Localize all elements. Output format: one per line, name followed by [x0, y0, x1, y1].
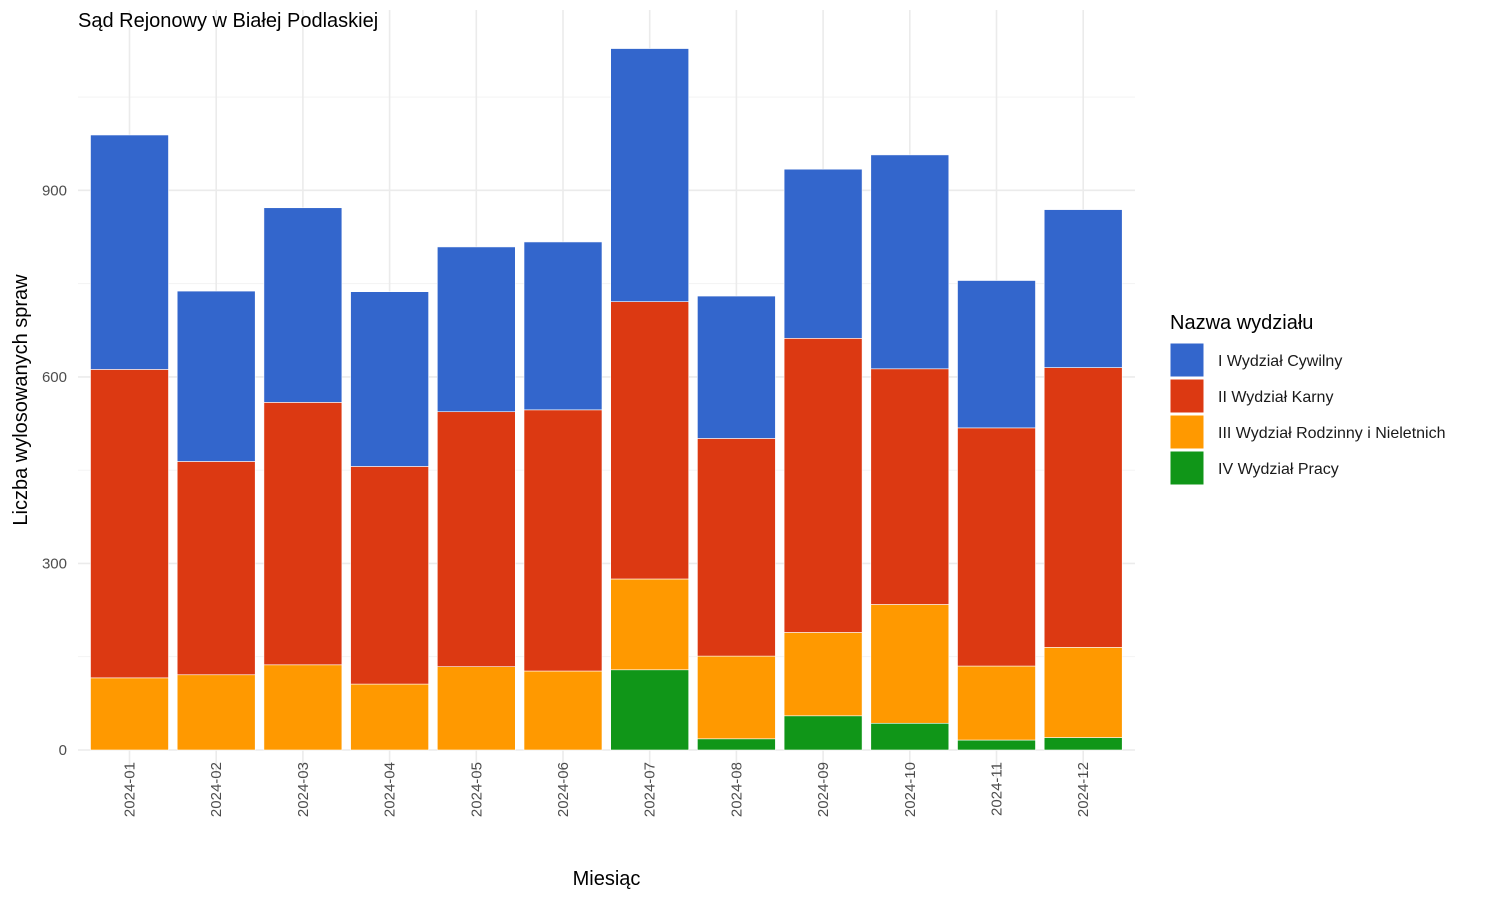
bar-segment	[783, 338, 863, 633]
bar-segment	[610, 669, 690, 751]
y-axis-title: Liczba wylosowanych spraw	[10, 274, 32, 526]
bar-segment	[350, 291, 429, 467]
x-axis-title: Miesiąc	[573, 868, 641, 890]
bar-segment	[176, 461, 256, 676]
x-tick-label: 2024-05	[468, 762, 485, 817]
chart-title: Sąd Rejonowy w Białej Podlaskiej	[78, 10, 378, 32]
x-tick-label: 2024-03	[295, 762, 312, 817]
bar-segment	[957, 739, 1036, 751]
bar-segment	[436, 246, 516, 413]
legend-swatch	[1169, 450, 1205, 486]
bar-segment	[697, 655, 776, 740]
y-axis-ticks: 0 300 600 900	[42, 182, 67, 759]
legend-swatch	[1169, 342, 1205, 378]
bar-segment	[436, 666, 516, 751]
bar-segment	[610, 48, 690, 302]
bar-segment	[350, 683, 429, 751]
x-axis-ticks: 2024-01 2024-02 2024-03 2024-04 2024-05 2024-…	[122, 762, 1093, 817]
x-tick-label: 2024-11	[989, 762, 1006, 816]
bar-segment	[523, 241, 603, 411]
x-tick-label: 2024-10	[902, 762, 919, 817]
x-tick-label: 2024-08	[728, 762, 745, 817]
legend: Nazwa wydziału I Wydział Cywilny II Wydzi…	[1169, 312, 1446, 486]
x-tick-label: 2024-07	[642, 762, 659, 817]
legend-label: III Wydział Rodzinny i Nieletnich	[1218, 425, 1446, 442]
y-tick-label: 300	[42, 555, 67, 572]
legend-label: I Wydział Cywilny	[1218, 353, 1342, 370]
x-tick-label: 2024-12	[1075, 762, 1092, 817]
bar-segment	[957, 427, 1036, 667]
bar-segment	[350, 466, 429, 685]
bar-segment	[957, 280, 1036, 429]
bar-segment	[263, 664, 343, 751]
bar-segment	[436, 411, 516, 667]
bar-segment	[1043, 647, 1123, 738]
bar-segment	[783, 715, 863, 751]
x-tick-label: 2024-06	[555, 762, 572, 817]
bar-segment	[263, 207, 343, 403]
y-tick-label: 900	[42, 182, 67, 199]
bar-segment	[697, 738, 776, 751]
x-tick-label: 2024-02	[208, 762, 225, 817]
bars	[90, 48, 1123, 751]
bar-segment	[870, 368, 950, 605]
legend-swatch	[1169, 414, 1205, 450]
bar-segment	[1043, 367, 1123, 648]
bar-segment	[697, 438, 776, 657]
bar-segment	[870, 154, 950, 370]
legend-swatch	[1169, 378, 1205, 414]
bar-segment	[523, 409, 603, 672]
bar-segment	[957, 665, 1036, 741]
bar-segment	[176, 290, 256, 462]
bar-segment	[697, 295, 776, 439]
x-tick-label: 2024-01	[122, 762, 139, 817]
y-tick-label: 600	[42, 369, 67, 386]
bar-segment	[523, 670, 603, 751]
y-tick-label: 0	[59, 742, 67, 759]
legend-title: Nazwa wydziału	[1170, 312, 1313, 334]
bar-segment	[263, 402, 343, 666]
bar-segment	[870, 722, 950, 751]
bar-segment	[90, 134, 169, 370]
bar-segment	[870, 604, 950, 724]
bar-segment	[1043, 737, 1123, 751]
x-tick-label: 2024-09	[815, 762, 832, 817]
bar-segment	[90, 677, 169, 751]
bar-segment	[783, 632, 863, 717]
bar-segment	[1043, 209, 1123, 368]
bar-segment	[783, 168, 863, 339]
bar-segment	[610, 301, 690, 580]
legend-label: II Wydział Karny	[1218, 389, 1333, 406]
bar-segment	[610, 578, 690, 671]
bar-segment	[176, 674, 256, 751]
legend-label: IV Wydział Pracy	[1218, 461, 1339, 478]
bar-segment	[90, 369, 169, 679]
x-tick-label: 2024-04	[382, 762, 399, 817]
